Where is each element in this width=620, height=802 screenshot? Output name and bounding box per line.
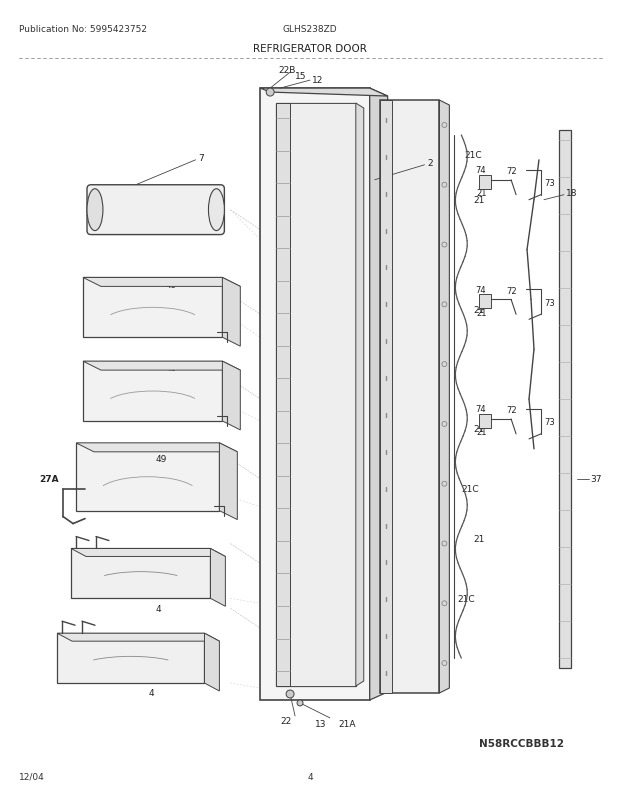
- Polygon shape: [356, 104, 364, 687]
- Circle shape: [297, 700, 303, 706]
- Text: 49: 49: [156, 455, 167, 464]
- Polygon shape: [71, 549, 226, 557]
- Circle shape: [266, 89, 274, 97]
- Circle shape: [286, 691, 294, 698]
- Polygon shape: [210, 549, 226, 606]
- Polygon shape: [559, 131, 571, 668]
- Text: 4: 4: [149, 689, 154, 698]
- Text: 21: 21: [476, 189, 487, 198]
- Polygon shape: [219, 444, 237, 520]
- Text: 15: 15: [295, 71, 306, 80]
- Ellipse shape: [208, 189, 224, 231]
- Text: 12/04: 12/04: [19, 772, 45, 780]
- Text: Publication No: 5995423752: Publication No: 5995423752: [19, 25, 148, 34]
- Polygon shape: [440, 101, 450, 693]
- Text: 21: 21: [476, 427, 487, 437]
- Polygon shape: [276, 104, 290, 687]
- Polygon shape: [260, 89, 388, 97]
- Polygon shape: [57, 634, 219, 642]
- Text: 21: 21: [473, 425, 485, 434]
- Text: 21: 21: [473, 196, 485, 205]
- Text: GLHS238ZD: GLHS238ZD: [283, 25, 337, 34]
- Polygon shape: [290, 104, 356, 687]
- Text: 18: 18: [566, 189, 577, 198]
- Polygon shape: [260, 89, 370, 700]
- FancyBboxPatch shape: [87, 185, 224, 235]
- Polygon shape: [205, 634, 219, 691]
- Polygon shape: [57, 634, 205, 683]
- Text: 73: 73: [544, 179, 555, 188]
- Text: 73: 73: [544, 298, 555, 307]
- Polygon shape: [479, 295, 491, 309]
- Text: 72: 72: [506, 167, 516, 176]
- Polygon shape: [83, 278, 223, 338]
- Text: 49: 49: [166, 363, 177, 372]
- Polygon shape: [379, 101, 440, 693]
- Text: 73: 73: [544, 418, 555, 427]
- Text: 37: 37: [591, 475, 602, 484]
- Text: 72: 72: [506, 286, 516, 295]
- Text: 13: 13: [315, 719, 327, 728]
- Text: N58RCCBBB12: N58RCCBBB12: [479, 738, 564, 748]
- Polygon shape: [223, 362, 241, 431]
- Text: 72: 72: [506, 406, 516, 415]
- Text: 21A: 21A: [338, 719, 355, 728]
- Text: 21: 21: [473, 534, 485, 543]
- Text: 7: 7: [198, 154, 204, 163]
- Text: 4: 4: [307, 772, 313, 780]
- Text: 21: 21: [473, 306, 485, 314]
- Polygon shape: [83, 362, 223, 421]
- Polygon shape: [71, 549, 210, 598]
- Polygon shape: [479, 176, 491, 189]
- Text: 4: 4: [156, 604, 161, 613]
- Text: 21: 21: [476, 309, 487, 318]
- Text: 74: 74: [476, 405, 486, 414]
- Polygon shape: [223, 278, 241, 346]
- Polygon shape: [76, 444, 219, 511]
- Polygon shape: [83, 362, 241, 371]
- Text: 22: 22: [280, 716, 291, 726]
- Text: 21C: 21C: [461, 484, 479, 493]
- Polygon shape: [370, 89, 388, 700]
- Text: 22B: 22B: [278, 66, 296, 75]
- Ellipse shape: [87, 189, 103, 231]
- Text: 21C: 21C: [458, 594, 475, 603]
- Polygon shape: [379, 101, 392, 693]
- Text: 21C: 21C: [464, 151, 482, 160]
- Polygon shape: [479, 415, 491, 428]
- Text: 12: 12: [312, 75, 324, 84]
- Text: 2: 2: [427, 159, 433, 168]
- Polygon shape: [76, 444, 237, 452]
- Text: 74: 74: [476, 166, 486, 175]
- Text: 49: 49: [166, 281, 177, 290]
- Polygon shape: [83, 278, 241, 287]
- Text: 27A: 27A: [39, 475, 59, 484]
- Polygon shape: [276, 104, 356, 687]
- Text: REFRIGERATOR DOOR: REFRIGERATOR DOOR: [253, 44, 367, 55]
- Text: 74: 74: [476, 286, 486, 294]
